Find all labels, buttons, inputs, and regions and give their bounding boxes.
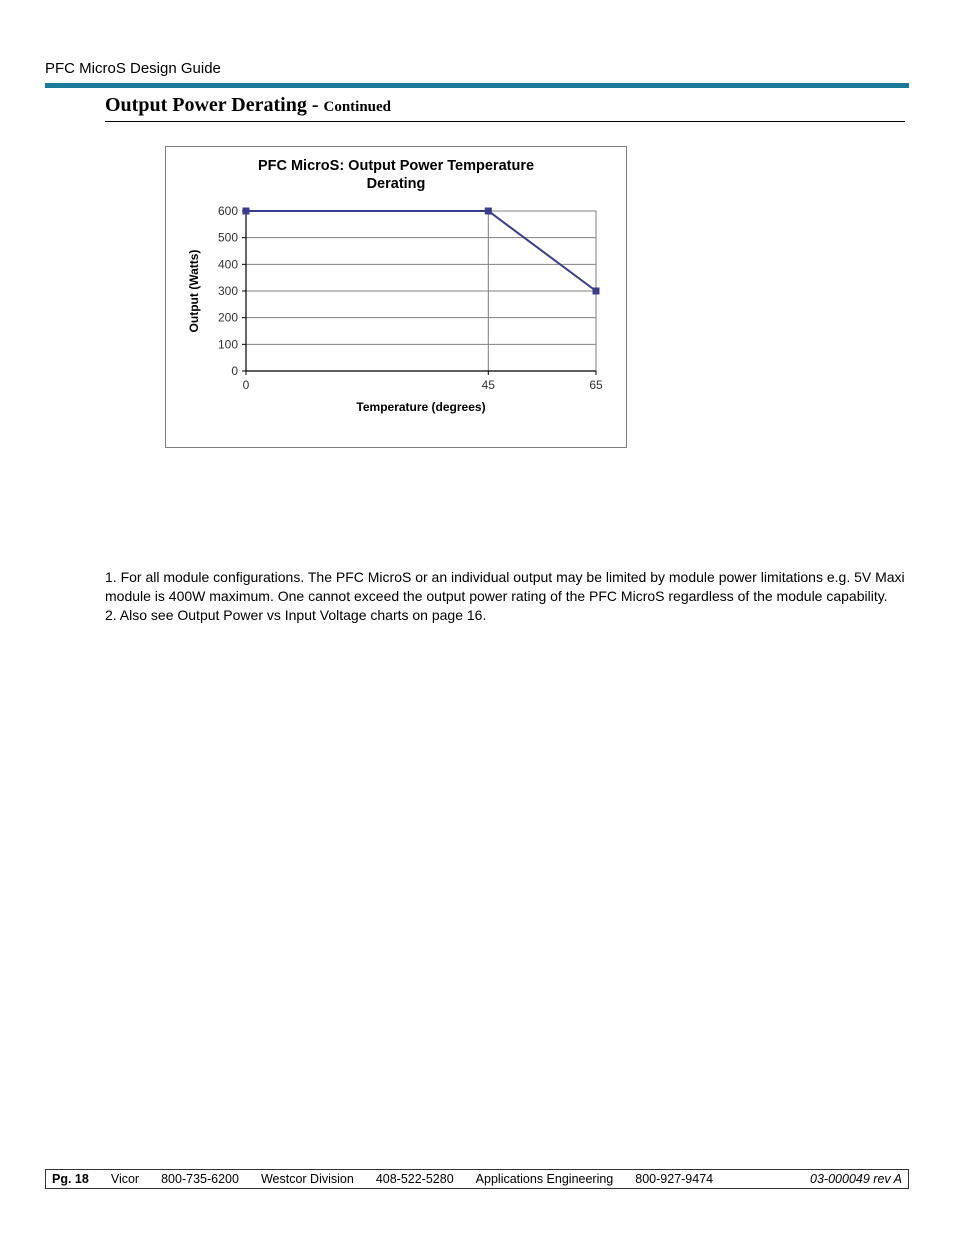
page-footer: Pg. 18 Vicor 800-735-6200 Westcor Divisi… (45, 1169, 909, 1189)
svg-text:400: 400 (218, 258, 238, 272)
page: PFC MicroS Design Guide Output Power Der… (0, 0, 954, 1235)
chart-title-line1: PFC MicroS: Output Power Temperature (258, 158, 534, 174)
derating-chart: PFC MicroS: Output Power Temperature Der… (165, 146, 627, 448)
svg-text:0: 0 (231, 364, 238, 378)
note-2: 2. Also see Output Power vs Input Voltag… (105, 606, 905, 625)
header-accent-bar (45, 83, 909, 88)
chart-title-line2: Derating (367, 176, 426, 192)
svg-text:Output (Watts): Output (Watts) (187, 250, 201, 333)
section-title: Output Power Derating - Continued (105, 94, 905, 122)
footer-phone-3: 800-927-9474 (635, 1172, 713, 1186)
section-title-sub: Continued (324, 99, 392, 115)
notes: 1. For all module configurations. The PF… (105, 568, 905, 625)
footer-company-3: Applications Engineering (476, 1172, 614, 1186)
svg-text:Temperature (degrees): Temperature (degrees) (356, 400, 485, 414)
svg-text:100: 100 (218, 338, 238, 352)
footer-phone-1: 800-735-6200 (161, 1172, 239, 1186)
footer-revision: 03-000049 rev A (810, 1172, 902, 1186)
doc-header-title: PFC MicroS Design Guide (45, 60, 909, 77)
svg-text:500: 500 (218, 231, 238, 245)
chart-svg: 0 100 200 300 400 500 600 0 45 65 Temperature (deg… (176, 201, 616, 433)
svg-text:600: 600 (218, 204, 238, 218)
svg-text:200: 200 (218, 311, 238, 325)
svg-text:45: 45 (482, 378, 496, 392)
chart-title: PFC MicroS: Output Power Temperature Der… (166, 147, 626, 201)
note-1: 1. For all module configurations. The PF… (105, 568, 905, 606)
footer-company-2: Westcor Division (261, 1172, 354, 1186)
svg-text:0: 0 (243, 378, 250, 392)
svg-text:300: 300 (218, 284, 238, 298)
footer-company-1: Vicor (111, 1172, 139, 1186)
svg-text:65: 65 (589, 378, 603, 392)
section-title-main: Output Power Derating - (105, 94, 324, 116)
footer-page: Pg. 18 (52, 1172, 89, 1186)
footer-phone-2: 408-522-5280 (376, 1172, 454, 1186)
